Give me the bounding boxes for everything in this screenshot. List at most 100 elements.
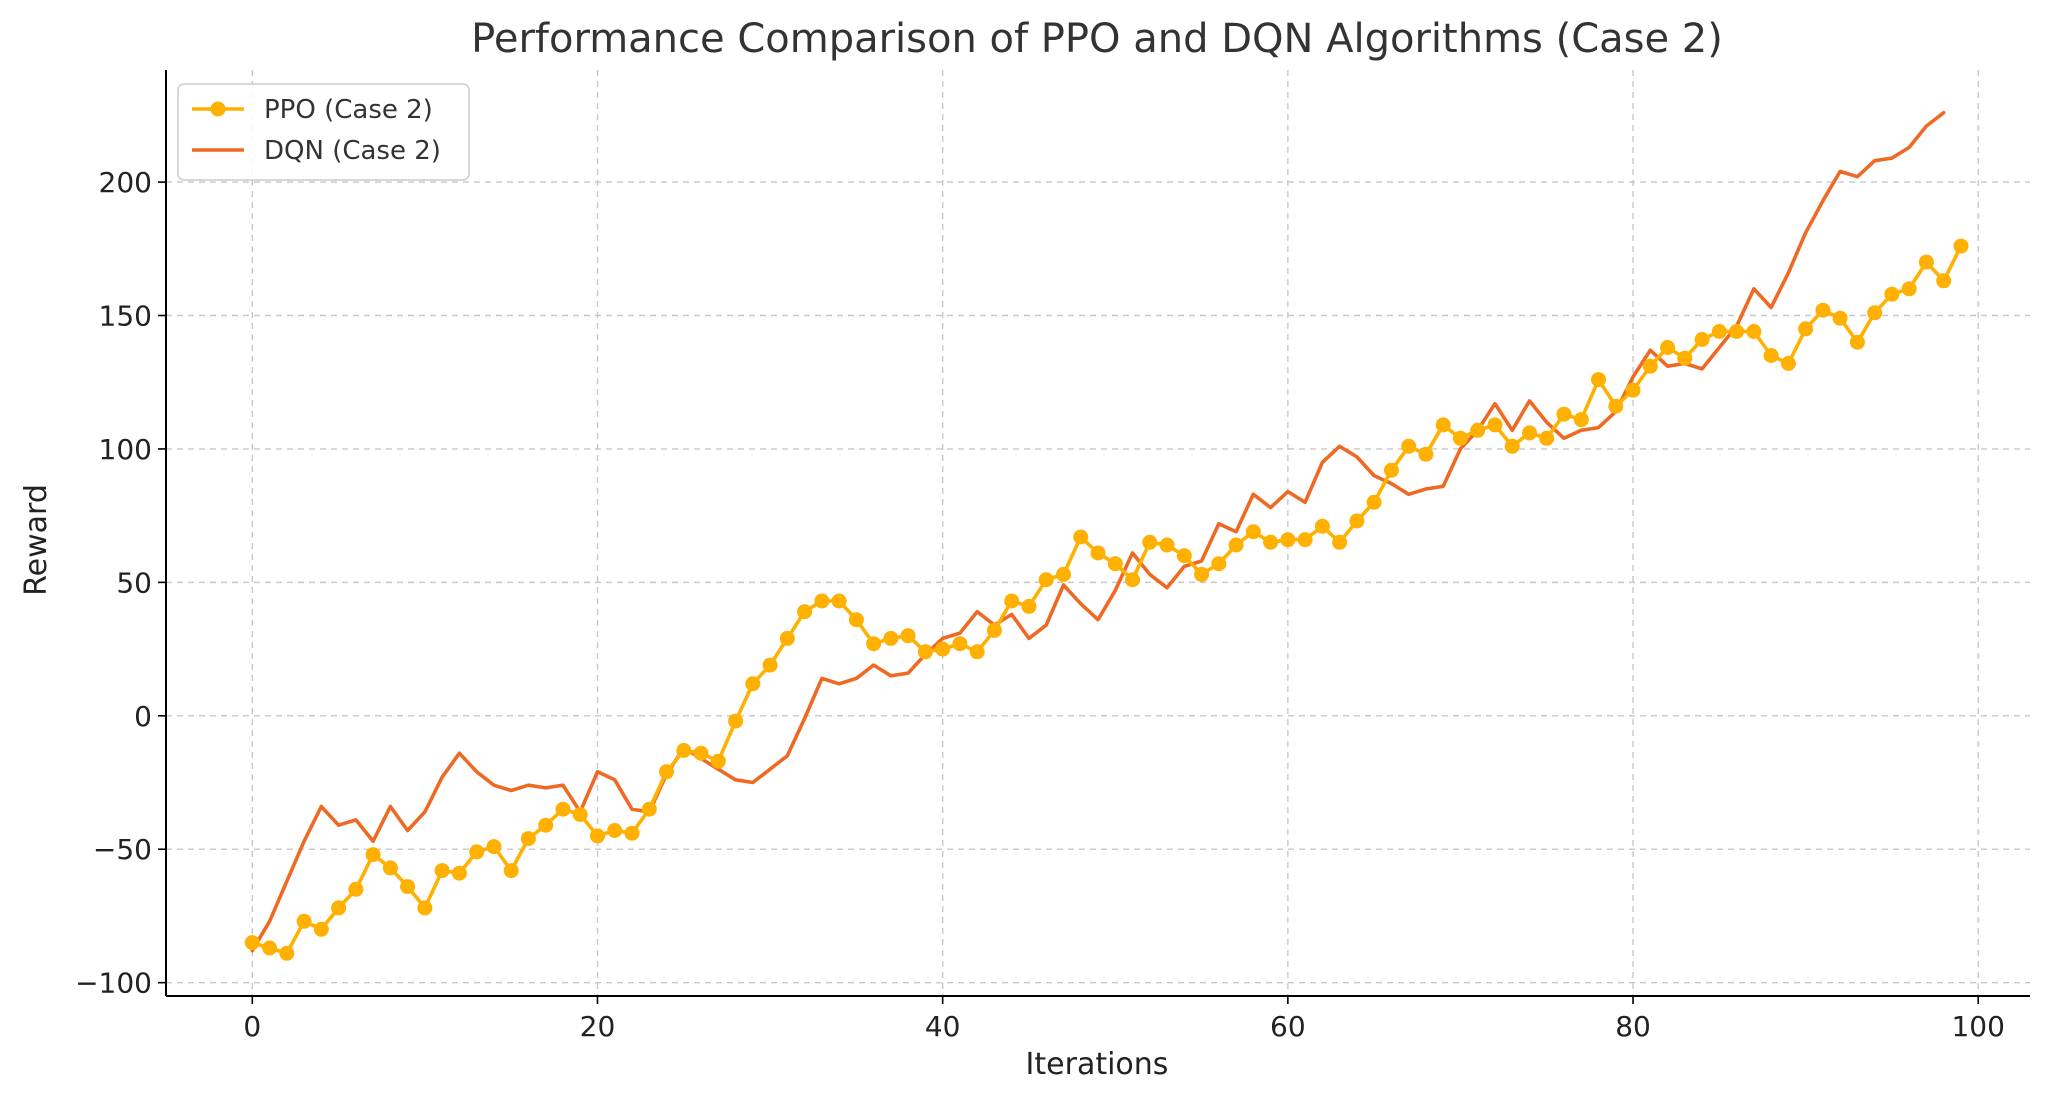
chart-title: Performance Comparison of PPO and DQN Al…: [471, 16, 1723, 62]
data-point-ppo: [1746, 324, 1762, 339]
data-point-ppo: [1522, 425, 1537, 441]
data-point-ppo: [1470, 422, 1486, 438]
data-point-ppo: [659, 764, 674, 780]
data-point-ppo: [1660, 340, 1676, 355]
data-point-ppo: [1004, 593, 1020, 609]
data-point-ppo: [1694, 332, 1710, 347]
data-point-ppo: [969, 644, 985, 660]
data-point-ppo: [779, 630, 795, 646]
data-point-ppo: [572, 807, 588, 822]
data-point-ppo: [900, 628, 916, 644]
data-point-ppo: [1107, 556, 1123, 572]
data-point-ppo: [1211, 556, 1227, 572]
data-point-ppo: [1038, 572, 1054, 588]
data-point-ppo: [624, 825, 640, 841]
data-point-ppo: [1763, 348, 1779, 363]
data-point-ppo: [1332, 534, 1348, 550]
data-point-ppo: [1556, 406, 1572, 422]
data-point-ppo: [520, 831, 536, 847]
data-point-ppo: [1867, 305, 1883, 321]
data-point-ppo: [400, 879, 416, 895]
data-point-ppo: [469, 844, 485, 860]
data-point-ppo: [831, 593, 847, 609]
data-point-ppo: [710, 753, 726, 769]
data-point-ppo: [1366, 494, 1382, 510]
data-point-ppo: [313, 921, 329, 937]
data-point-ppo: [814, 593, 830, 609]
y-tick-label: −100: [75, 967, 152, 1000]
data-point-ppo: [538, 817, 554, 833]
data-point-ppo: [1125, 572, 1140, 588]
legend-marker-ppo: [210, 101, 226, 117]
data-point-ppo: [365, 847, 381, 863]
data-point-ppo: [451, 865, 467, 881]
data-point-ppo: [1539, 430, 1555, 446]
data-point-ppo: [1642, 358, 1658, 374]
data-point-ppo: [607, 823, 623, 838]
data-point-ppo: [1591, 372, 1606, 388]
data-point-ppo: [848, 612, 864, 628]
x-tick-label: 0: [243, 1010, 261, 1043]
data-point-ppo: [1418, 446, 1434, 462]
y-tick-label: −50: [93, 833, 152, 866]
x-tick-label: 100: [1951, 1010, 2004, 1043]
y-tick-label: 50: [116, 566, 152, 599]
data-point-ppo: [1021, 598, 1037, 614]
data-point-ppo: [555, 801, 571, 817]
data-point-ppo: [1901, 281, 1917, 297]
data-point-ppo: [1780, 356, 1796, 371]
data-point-ppo: [641, 801, 657, 817]
data-point-ppo: [1573, 412, 1589, 428]
data-point-ppo: [1401, 438, 1417, 454]
data-point-ppo: [486, 839, 502, 855]
data-point-ppo: [1711, 324, 1727, 339]
y-tick-label: 100: [99, 433, 152, 466]
tick-labels: 0 20 40 60 80 100 −100 −50 0 50 100 150 200: [75, 166, 2005, 1043]
data-point-ppo: [883, 630, 899, 646]
data-point-ppo: [503, 863, 519, 879]
data-point-ppo: [1677, 350, 1693, 366]
data-point-ppo: [1625, 382, 1641, 398]
axes: [158, 70, 2030, 1004]
legend-label-dqn: DQN (Case 2): [264, 136, 441, 166]
data-point-ppo: [917, 644, 933, 660]
data-point-ppo: [745, 676, 761, 692]
data-point-ppo: [1314, 518, 1330, 534]
data-point-ppo: [762, 657, 778, 673]
data-point-ppo: [1452, 430, 1468, 446]
x-tick-label: 20: [580, 1010, 616, 1043]
data-point-ppo: [1297, 532, 1313, 548]
data-point-ppo: [1159, 537, 1175, 553]
data-point-ppo: [382, 860, 398, 876]
x-tick-label: 40: [925, 1010, 961, 1043]
series-line-ppo: [250, 244, 1963, 956]
data-point-ppo: [952, 636, 968, 652]
data-point-ppo: [1245, 524, 1261, 540]
y-tick-label: 200: [99, 166, 152, 199]
data-point-ppo: [1953, 238, 1969, 254]
legend-label-ppo: PPO (Case 2): [264, 95, 433, 125]
data-point-ppo: [417, 900, 433, 916]
data-point-ppo: [1280, 532, 1296, 548]
data-point-ppo: [1729, 324, 1745, 339]
data-point-ppo: [866, 636, 882, 652]
data-point-ppo: [1608, 398, 1624, 414]
data-point-ppo: [1832, 310, 1848, 326]
y-tick-label: 150: [99, 300, 152, 333]
data-point-ppo: [1349, 513, 1365, 529]
legend-box: [177, 83, 470, 181]
data-point-ppo: [797, 604, 813, 620]
data-point-ppo: [296, 913, 312, 929]
data-point-ppo: [1798, 321, 1814, 337]
data-point-ppo: [1263, 534, 1279, 550]
data-point-ppo: [986, 622, 1002, 638]
data-point-ppo: [434, 863, 450, 879]
data-point-ppo: [1073, 529, 1089, 545]
plot-area: [244, 110, 1969, 961]
data-point-ppo: [279, 945, 295, 961]
data-point-ppo: [728, 713, 744, 729]
data-point-ppo: [1815, 302, 1831, 318]
data-point-ppo: [1487, 417, 1503, 433]
data-point-ppo: [1504, 438, 1520, 454]
